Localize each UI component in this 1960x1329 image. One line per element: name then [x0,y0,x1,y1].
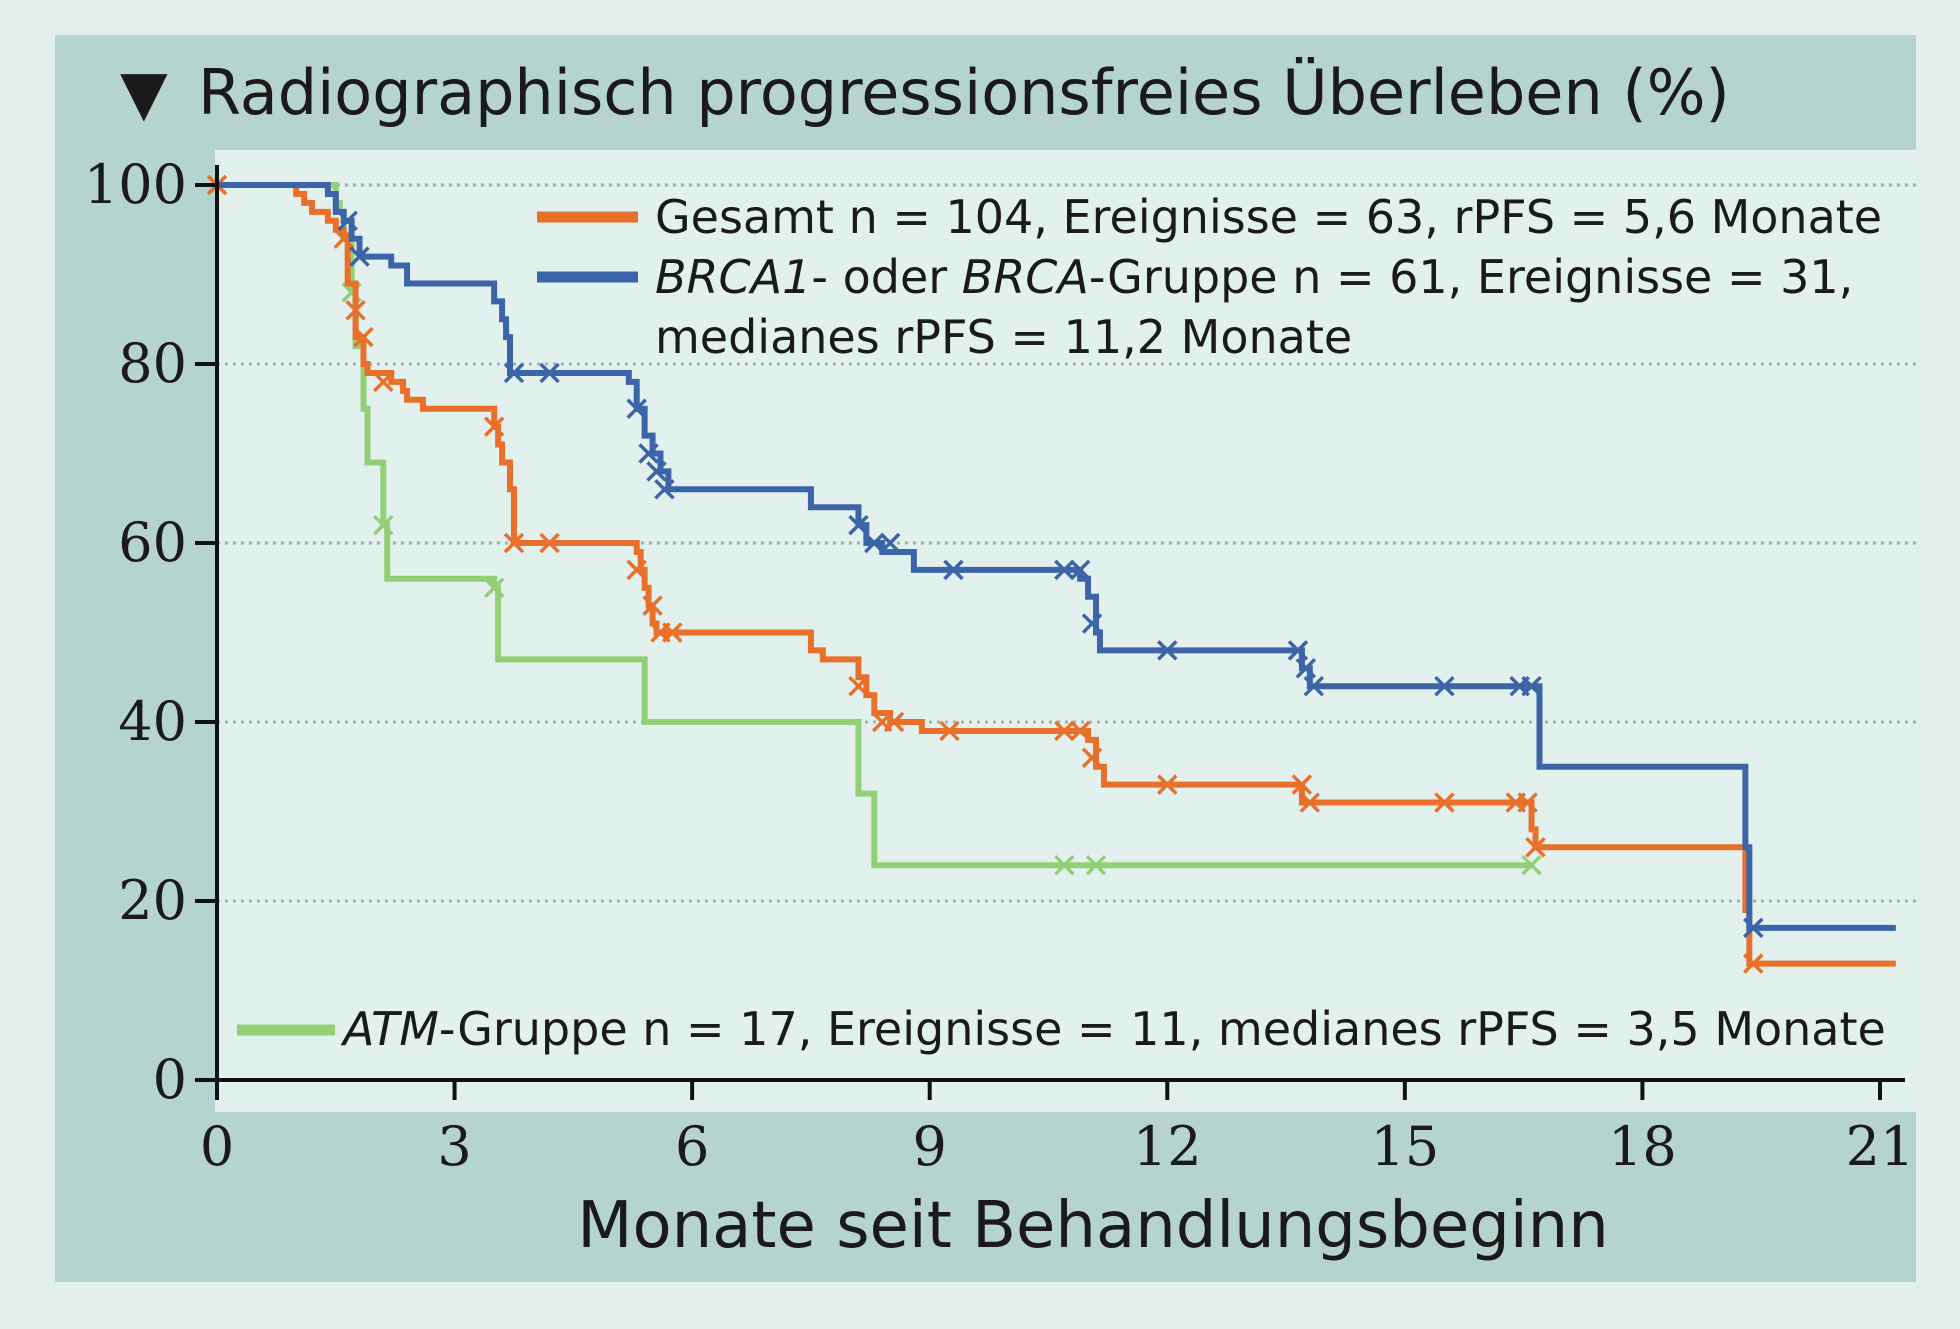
chart-title-text: Radiographisch progressionsfreies Überle… [198,56,1730,129]
x-tick-label: 18 [1608,1115,1677,1178]
censor-mark-atm [1521,854,1542,876]
censor-mark-gesamt [539,532,560,554]
legend-atm-italic: ATM [340,1002,439,1056]
legend-entry-brca-line2: medianes rPFS = 11,2 Monate [655,310,1352,364]
x-tick-label: 15 [1370,1115,1439,1178]
x-tick-label: 9 [913,1115,947,1178]
legend-upper: Gesamt n = 104, Ereignisse = 63, rPFS = … [537,190,1882,364]
chart-title: ▼ Radiographisch progressionsfreies Über… [120,56,1730,129]
censor-mark-brca [1295,658,1317,679]
y-tick-label: 80 [118,332,187,395]
censor-mark-atm [373,514,394,536]
censor-mark-gesamt [1299,792,1321,813]
censor-mark-brca [879,532,901,554]
censor-mark-brca [503,362,525,384]
legend-entry-brca: BRCA1- oder BRCA-Gruppe n = 61, Ereignis… [655,250,1853,304]
censor-mark-brca [943,559,964,581]
censor-mark-brca [626,398,647,419]
censor-mark-gesamt [1291,774,1313,795]
censor-mark-brca [1287,640,1309,661]
censor-mark-gesamt [1434,792,1455,813]
censor-mark-brca [1303,675,1325,697]
series-layer [206,174,1896,974]
censor-mark-gesamt [373,371,394,393]
survival-chart: ▼ Radiographisch progressionsfreies Über… [84,56,1916,1263]
x-axis-label: Monate seit Behandlungsbeginn [577,1189,1609,1263]
axes [195,165,1905,1100]
censor-mark-gesamt [483,416,505,437]
x-tick-label: 21 [1846,1115,1915,1178]
censor-mark-brca [646,461,667,482]
censor-mark-brca [864,532,885,554]
series-gesamt [206,174,1896,974]
y-tick-label: 60 [118,511,187,574]
censor-mark-atm [483,577,505,598]
chart-frame: ▼ Radiographisch progressionsfreies Über… [55,35,1916,1282]
censor-mark-gesamt [642,595,663,616]
legend-brca-rest: -Gruppe n = 61, Ereignisse = 31, [1089,250,1853,304]
censor-mark-brca [349,246,370,267]
censor-mark-gesamt [883,711,905,733]
tick-labels: 0 3 6 9 12 15 18 21 0 20 40 60 80 100 [84,153,1914,1178]
y-tick-label: 20 [118,869,187,932]
y-tick-label: 100 [84,153,187,216]
censor-mark-gesamt [345,300,366,321]
y-tick-label: 0 [153,1048,187,1111]
censor-mark-brca [1069,559,1091,581]
censor-mark-brca [539,362,560,384]
censor-mark-gesamt [1743,953,1764,974]
legend-entry-atm: ATM-Gruppe n = 17, Ereignisse = 11, medi… [340,1002,1886,1056]
censor-mark-gesamt [1157,774,1178,795]
legend-atm-rest: -Gruppe n = 17, Ereignisse = 11, mediane… [439,1002,1886,1056]
censor-mark-gesamt [1081,747,1103,769]
series-line-brca [217,182,1896,931]
censor-mark-brca [1743,917,1764,939]
gridlines [217,183,1916,903]
censor-mark-gesamt [1069,720,1091,742]
legend-entry-gesamt: Gesamt n = 104, Ereignisse = 63, rPFS = … [655,190,1882,244]
legend-lower: ATM-Gruppe n = 17, Ereignisse = 11, medi… [237,1002,1886,1056]
legend-brca-or: - oder [811,250,961,304]
censor-mark-gesamt [939,720,960,742]
censor-mark-gesamt [662,622,683,643]
x-tick-label: 6 [675,1115,709,1178]
series-brca [217,182,1896,939]
censor-mark-gesamt [1525,837,1546,858]
legend-brca-italic: BRCA [962,250,1089,304]
censor-mark-brca [638,443,659,464]
censor-mark-atm [1054,854,1075,876]
censor-mark-brca [1521,675,1542,697]
x-tick-label: 0 [200,1115,234,1178]
censor-mark-brca [848,514,869,536]
censor-mark-brca [1434,675,1455,697]
censor-mark-gesamt [503,532,525,554]
censor-mark-brca [1081,613,1103,634]
censor-mark-gesamt [1054,720,1075,742]
x-tick-label: 12 [1133,1115,1202,1178]
y-tick-label: 40 [118,690,187,753]
censor-mark-atm [1085,854,1107,876]
censor-mark-brca [1054,559,1075,581]
x-tick-label: 3 [437,1115,471,1178]
censor-mark-gesamt [848,675,869,697]
censor-mark-gesamt [1517,792,1538,813]
censor-mark-brca [654,479,675,500]
censor-mark-brca [337,210,358,232]
title-marker-icon: ▼ [120,56,168,129]
censor-mark-gesamt [626,559,647,581]
censor-mark-brca [1157,640,1178,661]
legend-brca1-italic: BRCA1 [655,250,811,304]
censor-mark-gesamt [353,326,374,348]
